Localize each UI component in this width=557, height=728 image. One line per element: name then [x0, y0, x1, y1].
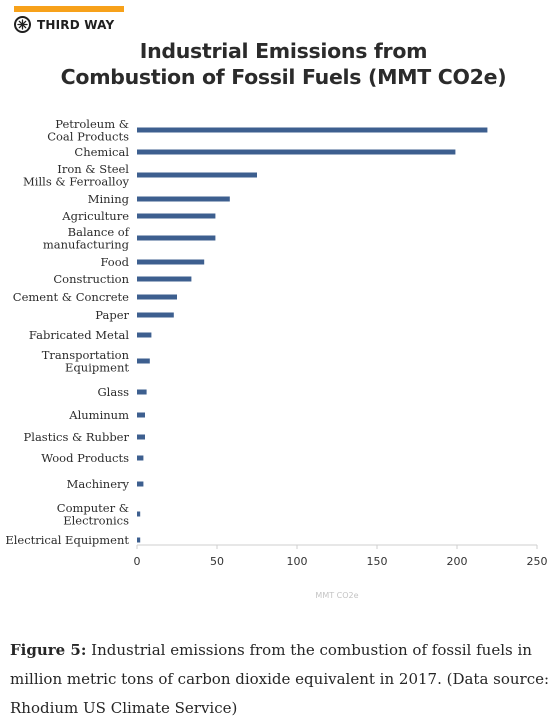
bar-1 — [137, 149, 456, 155]
x-tick-label-1: 50 — [210, 555, 224, 568]
bar-7 — [137, 276, 192, 282]
category-label-9: Paper — [95, 308, 129, 322]
bar-13 — [137, 412, 145, 418]
category-label-5: Balance of manufacturing — [43, 225, 130, 252]
bar-12 — [137, 389, 147, 395]
category-label-6: Food — [100, 255, 129, 269]
category-label-4: Agriculture — [61, 209, 129, 223]
x-tick-labels-group: 0 50 100 150 200 250 — [134, 545, 548, 568]
chart-title: Industrial Emissions from Combustion of … — [0, 38, 557, 90]
bars-group — [137, 127, 488, 543]
category-label-17: Computer & Electronics — [57, 501, 129, 528]
bar-17 — [137, 511, 141, 517]
figure-caption-label: Figure 5: — [10, 641, 87, 659]
bar-14 — [137, 434, 145, 440]
x-tick-label-0: 0 — [134, 555, 141, 568]
category-label-0: Petroleum & Coal Products — [47, 117, 129, 144]
bar-3 — [137, 196, 230, 202]
category-label-12: Glass — [97, 385, 129, 399]
bar-9 — [137, 312, 174, 318]
category-label-15: Wood Products — [41, 451, 129, 465]
bar-6 — [137, 259, 205, 265]
chart-title-line-2: Combustion of Fossil Fuels (MMT CO2e) — [60, 65, 507, 89]
bar-4 — [137, 213, 216, 219]
category-label-11: Transportation Equipment — [42, 348, 130, 375]
figure-caption: Figure 5: Industrial emissions from the … — [10, 636, 550, 723]
bar-15 — [137, 455, 144, 461]
category-label-2: Iron & Steel Mills & Ferroalloy — [23, 162, 129, 189]
third-way-logo: THIRD WAY — [14, 16, 114, 33]
bar-11 — [137, 358, 150, 364]
category-label-16: Machinery — [67, 477, 130, 491]
x-axis-label: MMT CO2e — [315, 591, 358, 600]
category-label-1: Chemical — [74, 145, 129, 159]
category-label-18: Electrical Equipment — [5, 533, 129, 547]
brand-accent-bar — [14, 6, 124, 12]
bar-5 — [137, 235, 216, 241]
x-tick-label-5: 250 — [527, 555, 548, 568]
bar-8 — [137, 294, 177, 300]
bar-2 — [137, 172, 257, 178]
bar-18 — [137, 537, 141, 543]
category-label-7: Construction — [53, 272, 129, 286]
category-label-3: Mining — [88, 192, 130, 206]
x-tick-label-3: 150 — [367, 555, 388, 568]
category-label-10: Fabricated Metal — [29, 328, 129, 342]
bar-16 — [137, 481, 144, 487]
x-tick-label-4: 200 — [447, 555, 468, 568]
x-tick-label-2: 100 — [287, 555, 308, 568]
third-way-star-icon — [14, 16, 31, 33]
category-label-13: Aluminum — [68, 408, 129, 422]
bar-10 — [137, 332, 152, 338]
brand-name: THIRD WAY — [37, 17, 115, 32]
bar-0 — [137, 127, 488, 133]
category-label-8: Cement & Concrete — [13, 290, 129, 304]
chart-title-line-1: Industrial Emissions from — [139, 39, 428, 63]
category-label-14: Plastics & Rubber — [24, 430, 130, 444]
figure-caption-text: Industrial emissions from the combustion… — [10, 641, 550, 717]
